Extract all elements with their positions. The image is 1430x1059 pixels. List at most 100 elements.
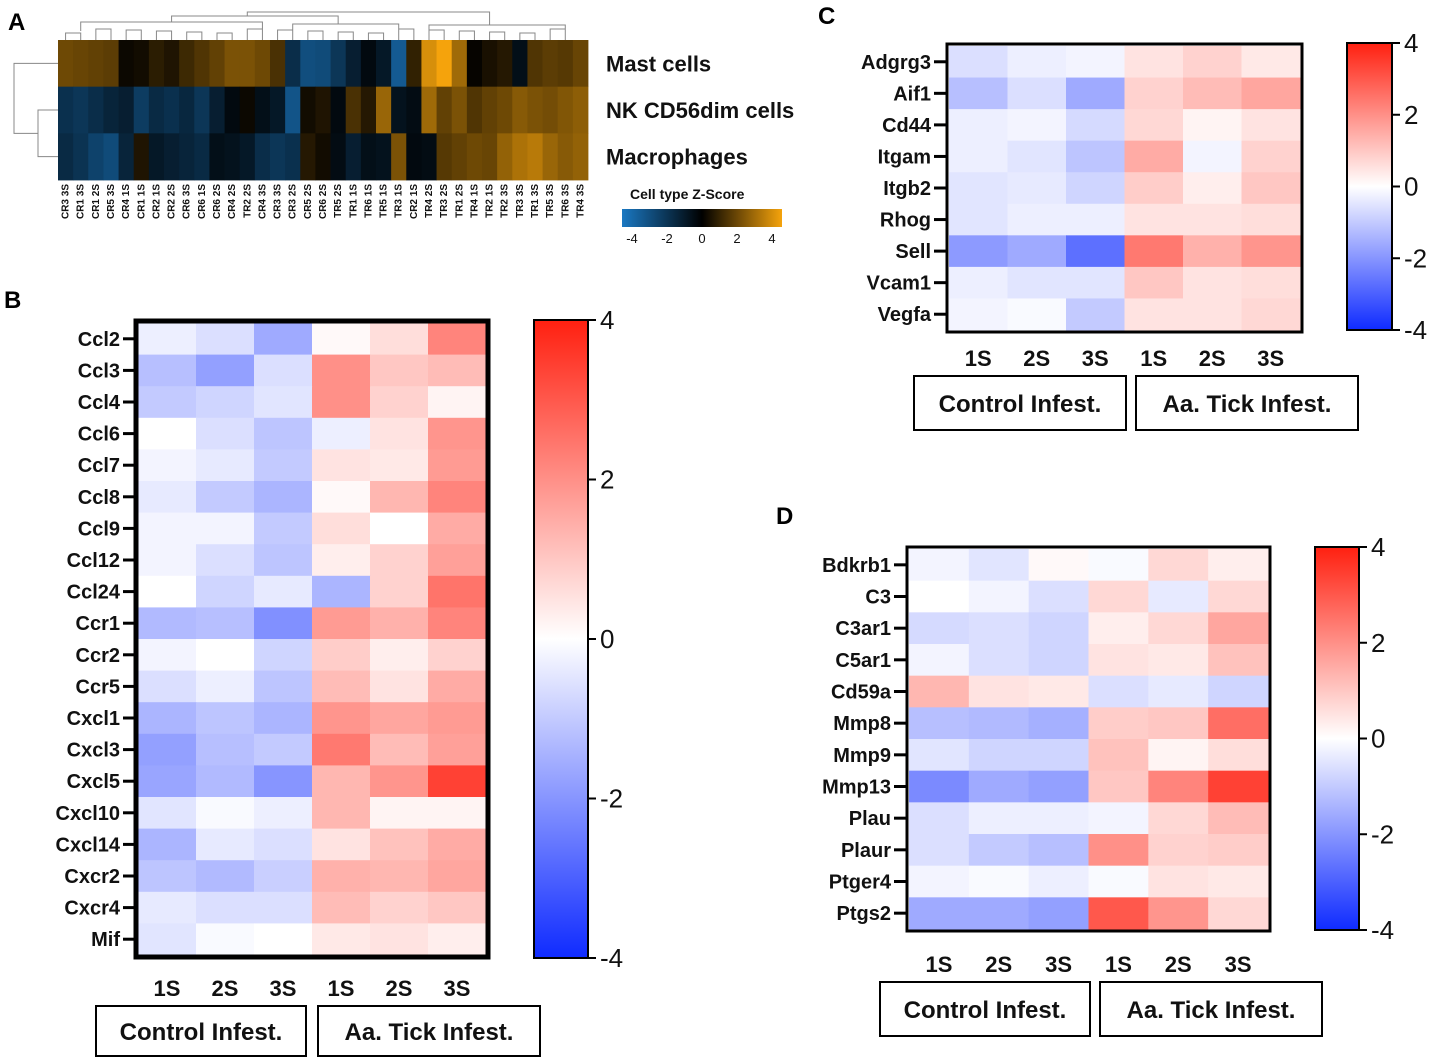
heatmap-cell [1088,675,1149,708]
heatmap-cell [1148,739,1209,772]
heatmap-cell [428,323,487,356]
colorbar-ticks: 4 2 0 -2 -4 [588,305,623,973]
row-label: Mmp8 [833,713,891,735]
heatmap-cell [1066,172,1125,205]
heatmap-cell [285,40,301,88]
heatmap-cell [270,133,286,181]
heatmap-cell [370,386,429,419]
heatmap-cell [968,580,1030,613]
heatmap-cell [330,86,347,134]
heatmap-cell [428,860,487,893]
row-label: Ccl2 [78,329,120,351]
heatmap-cell [370,639,429,672]
panel-c: Adgrg3 Aif1 Cd44 Itgam Itgb2 Rhog Sell Vcam1 Veg… [861,28,1427,431]
row-label: Cxcl3 [67,740,120,762]
column-labels: 1S 2S 3S 1S 2S 3S [925,952,1251,977]
heatmap-cell [949,109,1008,142]
heatmap-cell [1124,235,1184,268]
heatmap-cell [1124,172,1184,205]
heatmap-cell [254,133,271,181]
legend-tick-label: 0 [698,231,705,246]
heatmap-cell [88,133,104,181]
colorbar-tick-label: 2 [1371,628,1385,658]
heatmap-cell [451,40,468,88]
heatmap-cell [254,544,313,577]
heatmap-cell [909,865,970,898]
heatmap-cell [138,323,197,356]
heatmap-cell [1148,644,1209,677]
heatmap-cell [370,765,429,798]
heatmap-cell [421,40,437,88]
heatmap-cell [312,670,371,703]
heatmap-cell [196,512,255,545]
heatmap-cell [148,40,165,88]
heatmap-cell [209,40,225,88]
heatmap-cell [1241,235,1301,268]
heatmap-cell [497,133,513,181]
row-dendrogram-branches [13,62,58,158]
heatmap-cell [270,86,286,134]
heatmap-cell [557,133,574,181]
heatmap-cell [968,802,1030,835]
heatmap-cell [118,133,135,181]
heatmap-cell [1241,298,1301,331]
heatmap-cells [58,40,589,181]
heatmap-cell [466,40,483,88]
heatmap-cell [909,897,970,930]
sample-label: TR6 1S [363,184,374,218]
heatmap-cell [1208,644,1269,677]
heatmap-cell [312,449,371,482]
heatmap-cell [254,765,313,798]
heatmap-cell [1241,109,1301,142]
column-labels: 1S 2S 3S 1S 2S 3S [965,346,1284,371]
sample-label: TR4 2S [424,184,435,218]
heatmap-cell [428,386,487,419]
heatmap-cell [1183,298,1242,331]
colorbar-tick-label: -4 [600,943,623,973]
sample-label: CR1 2S [91,184,102,219]
sample-label: TR2 2S [242,184,253,218]
heatmap-cell [209,133,225,181]
heatmap-cell [1066,298,1125,331]
heatmap-cell [138,544,197,577]
sample-label: TR6 3S [560,184,571,218]
heatmap-cell [1066,266,1125,299]
heatmap-cell [312,733,371,766]
zscore-legend: Cell type Z-Score -4 -2 0 2 4 [622,186,782,246]
heatmap-cell [312,323,371,356]
heatmap-cell [909,644,970,677]
heatmap-cell [285,86,301,134]
row-label: Ptger4 [829,872,892,894]
sample-label: TR3 3S [515,184,526,218]
heatmap-cell [1007,266,1067,299]
column-label: 3S [444,976,471,1001]
heatmap-cell [370,891,429,924]
heatmap-cell [103,133,119,181]
heatmap-cell [345,86,362,134]
heatmap-cell [138,481,197,514]
heatmap-cell [196,386,255,419]
heatmap-cell [196,417,255,450]
heatmap-cell [254,702,313,735]
heatmap-cell [138,386,197,419]
heatmap-cell [572,133,589,181]
sample-label: CR2 1S [151,184,162,219]
heatmap-cell [196,639,255,672]
heatmap-cell [527,40,543,88]
heatmap-cell [909,580,970,613]
colorbar-tick-label: -2 [1404,243,1427,273]
heatmap-cell [254,417,313,450]
sample-label: CR3 2S [288,184,299,219]
panel-b: Ccl2 Ccl3 Ccl4 Ccl6 Ccl7 Ccl8 Ccl9 Ccl12 Ccl24 Cc… [56,305,623,1057]
heatmap-cell [312,575,371,608]
heatmap-cell [1007,77,1067,110]
heatmap-cell [58,86,74,134]
heatmap-cell [196,702,255,735]
heatmap-cell [949,172,1008,205]
heatmap-cell [406,86,422,134]
heatmap-cell [391,40,407,88]
heatmap-cell [1124,46,1184,79]
heatmap-cell [330,40,347,88]
heatmap-cell [312,607,371,640]
row-label: Cxcr2 [64,866,120,888]
